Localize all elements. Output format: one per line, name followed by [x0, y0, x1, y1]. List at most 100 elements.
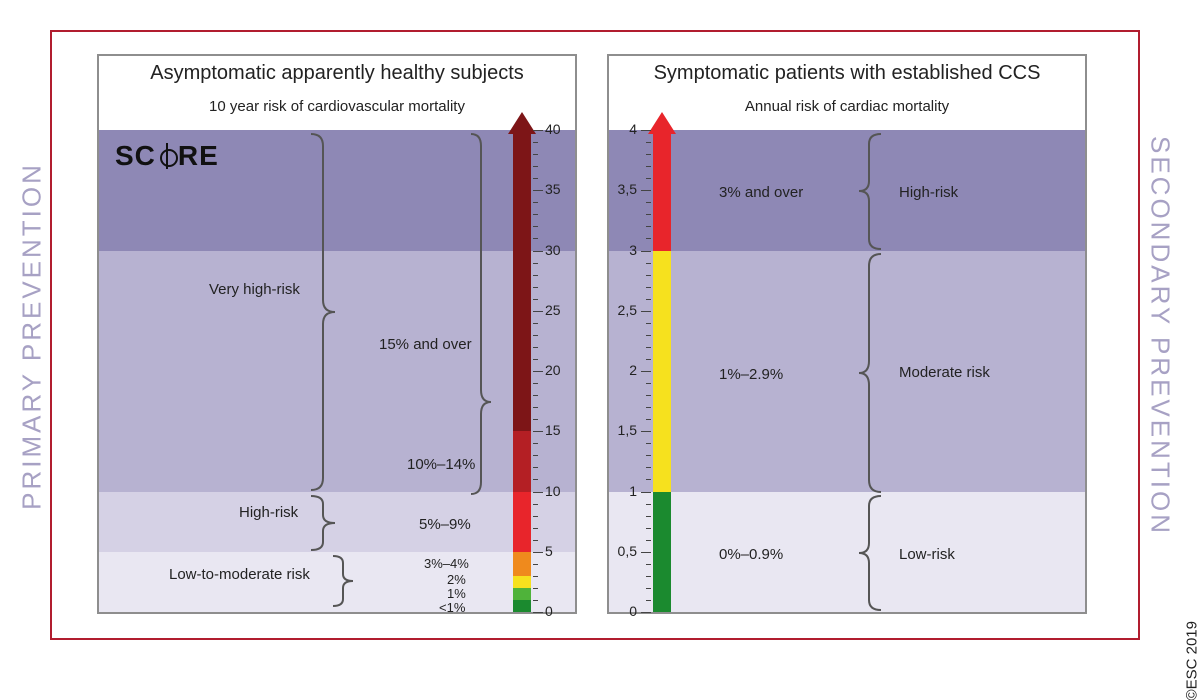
scale-segment [653, 251, 671, 492]
minor-tick [646, 540, 651, 541]
minor-tick [533, 166, 538, 167]
minor-tick [533, 226, 538, 227]
minor-tick [533, 395, 538, 396]
tick [641, 492, 651, 493]
tick-label: 10 [545, 483, 561, 499]
minor-tick [533, 383, 538, 384]
minor-tick [533, 516, 538, 517]
scale-segment [653, 492, 671, 613]
tick-label: 4 [629, 121, 637, 137]
risk-band [609, 130, 1085, 251]
label-range-3: 3%–4% [424, 556, 469, 571]
minor-tick [646, 407, 651, 408]
minor-tick [533, 528, 538, 529]
label-range-1: 1% [447, 586, 466, 601]
minor-tick [533, 178, 538, 179]
panel-left-subtitle: 10 year risk of cardiovascular mortality [99, 98, 575, 115]
panel-right-subtitle: Annual risk of cardiac mortality [609, 98, 1085, 115]
scale-segment [653, 130, 671, 251]
copyright: ©ESC 2019 [1183, 621, 1200, 700]
brace-right-high [859, 134, 883, 249]
scale-segment [513, 492, 531, 552]
tick-label: 20 [545, 362, 561, 378]
label-cat-high: High-risk [899, 184, 958, 201]
minor-tick [646, 443, 651, 444]
minor-tick [533, 154, 538, 155]
minor-tick [646, 588, 651, 589]
tick-label: 25 [545, 302, 561, 318]
label-range-10: 10%–14% [407, 456, 475, 473]
minor-tick [646, 166, 651, 167]
label-cat-low: Low-risk [899, 546, 955, 563]
tick-label: 0 [629, 603, 637, 619]
brace-high [309, 496, 335, 550]
tick [533, 311, 543, 312]
minor-tick [646, 467, 651, 468]
label-range-15: 15% and over [379, 336, 472, 353]
side-label-primary: PRIMARY PREVENTION [17, 146, 48, 526]
brace-very-high [309, 134, 335, 490]
minor-tick [533, 504, 538, 505]
minor-tick [646, 479, 651, 480]
label-very-high-risk: Very high-risk [209, 281, 300, 298]
minor-tick [533, 323, 538, 324]
brace-right-low [859, 496, 883, 610]
minor-tick [646, 335, 651, 336]
scale-segment [513, 431, 531, 491]
label-range-0: <1% [439, 600, 465, 615]
minor-tick [646, 202, 651, 203]
risk-band [99, 492, 575, 552]
tick-label: 1 [629, 483, 637, 499]
label-range-5: 5%–9% [419, 516, 471, 533]
tick [533, 190, 543, 191]
minor-tick [646, 455, 651, 456]
minor-tick [533, 479, 538, 480]
minor-tick [533, 467, 538, 468]
label-range-3over: 3% and over [719, 184, 803, 201]
minor-tick [533, 600, 538, 601]
arrow-icon [648, 112, 676, 134]
minor-tick [533, 564, 538, 565]
tick [641, 130, 651, 131]
tick [641, 371, 651, 372]
figure-frame: Asymptomatic apparently healthy subjects… [50, 30, 1140, 640]
tick-label: 15 [545, 422, 561, 438]
minor-tick [533, 419, 538, 420]
minor-tick [533, 299, 538, 300]
label-lowmod-risk: Low-to-moderate risk [169, 566, 310, 583]
tick [533, 371, 543, 372]
tick-label: 30 [545, 242, 561, 258]
left-bands [99, 130, 575, 612]
minor-tick [533, 359, 538, 360]
minor-tick [646, 323, 651, 324]
right-bands [609, 130, 1085, 612]
minor-tick [533, 214, 538, 215]
side-label-secondary: SECONDARY PREVENTION [1145, 126, 1176, 546]
minor-tick [646, 142, 651, 143]
brace-right-moderate [859, 254, 883, 492]
scale-segment [513, 130, 531, 431]
minor-tick [646, 359, 651, 360]
tick [533, 130, 543, 131]
tick-label: 0,5 [618, 543, 637, 559]
tick [533, 492, 543, 493]
panel-primary-prevention: Asymptomatic apparently healthy subjects… [97, 54, 577, 614]
tick [641, 251, 651, 252]
scale-left: 0510152025303540 [509, 130, 569, 612]
tick [533, 552, 543, 553]
tick-label: 1,5 [618, 422, 637, 438]
minor-tick [533, 202, 538, 203]
scale-segment [513, 576, 531, 588]
risk-band [99, 251, 575, 492]
minor-tick [646, 395, 651, 396]
minor-tick [646, 263, 651, 264]
minor-tick [533, 335, 538, 336]
minor-tick [646, 383, 651, 384]
panel-secondary-prevention: Symptomatic patients with established CC… [607, 54, 1087, 614]
label-range-129: 1%–2.9% [719, 366, 783, 383]
minor-tick [533, 455, 538, 456]
minor-tick [646, 275, 651, 276]
tick-label: 2,5 [618, 302, 637, 318]
tick [641, 190, 651, 191]
minor-tick [646, 600, 651, 601]
